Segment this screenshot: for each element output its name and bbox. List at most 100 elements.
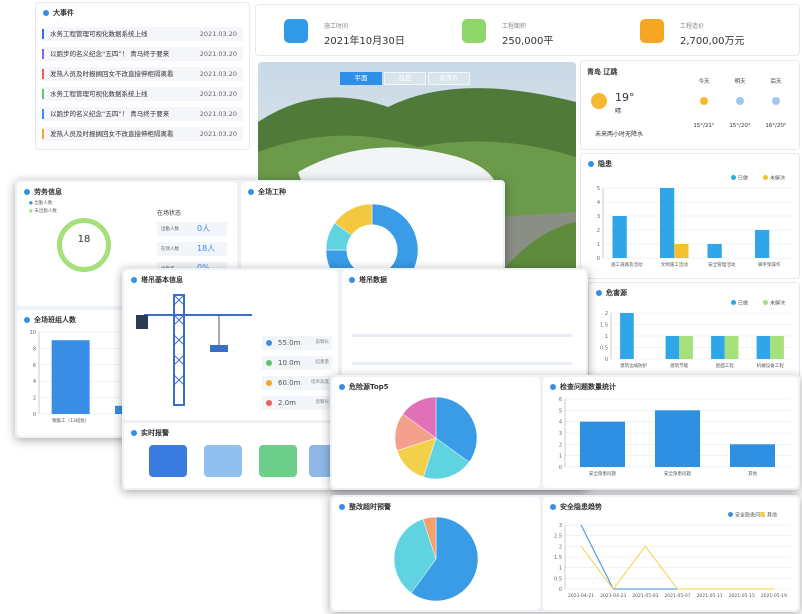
alarm-button[interactable] bbox=[149, 445, 187, 477]
top5-chart bbox=[394, 396, 478, 480]
legend-label: 已做 bbox=[738, 300, 748, 307]
event-text: 以跑步的名义纪念“五四”！ 青马终于要来 bbox=[50, 50, 170, 58]
chart-title: 安全隐患趋势 bbox=[543, 497, 798, 517]
x-tick-label: 2021-05-15 bbox=[729, 593, 755, 599]
reading-value: 55.0m bbox=[278, 339, 301, 347]
reading: 10.0m 起重量 bbox=[262, 356, 332, 370]
hazard-panel: 隐患 0 1 2 3 4 5 施工道路及活动 文明施工活动 安全管理活动 脚手架操作 已做 未解决 bbox=[580, 153, 800, 279]
stat-label: 工程造价 bbox=[680, 23, 705, 30]
x-tick-label: 其他 bbox=[748, 470, 757, 477]
tab[interactable]: 监控 bbox=[384, 72, 426, 85]
chart-title: 全场班组人数 bbox=[17, 310, 237, 330]
pie-slice bbox=[393, 518, 437, 594]
crane-title: 塔吊基本信息 bbox=[124, 270, 338, 290]
bar bbox=[674, 244, 689, 258]
pie-slice bbox=[402, 396, 437, 439]
y-tick-label: 2 bbox=[559, 544, 562, 550]
event-text: 水务工程管理可视化数据系统上线 bbox=[50, 30, 148, 38]
pie-slice bbox=[422, 516, 437, 560]
x-tick-label: 建筑边坡防护 bbox=[620, 362, 647, 369]
bar bbox=[612, 216, 627, 258]
event-date: 2021.03.20 bbox=[199, 130, 237, 138]
overdue-panel: 整改超时预警 bbox=[332, 497, 540, 610]
bar bbox=[665, 336, 680, 359]
day-icon bbox=[700, 97, 708, 105]
y-tick-label: 3 bbox=[559, 523, 562, 529]
reading-icon bbox=[266, 380, 272, 386]
reading-icon bbox=[266, 360, 272, 366]
legend-label: 未解决 bbox=[770, 300, 785, 307]
status-label: 出勤人数 bbox=[161, 227, 179, 232]
y-tick-label: 0.5 bbox=[600, 346, 608, 352]
legend-label: 未出勤人数 bbox=[34, 209, 57, 214]
legend-swatch bbox=[731, 175, 736, 180]
status-value: 0% bbox=[197, 263, 210, 272]
x-tick-label: 脚手架操作 bbox=[758, 261, 781, 268]
legend-label: 已做 bbox=[738, 175, 748, 182]
x-tick-label: 安全隐患问题 bbox=[664, 470, 691, 477]
x-tick-label: 屋面工程 bbox=[716, 362, 734, 369]
reading-value: 60.0m bbox=[278, 379, 301, 387]
day-name: 明天 bbox=[734, 79, 746, 85]
tab[interactable]: 平面 bbox=[340, 72, 382, 85]
issues-chart: 0 1 2 3 4 5 6 安全隐患问题 安全隐患问题 其他 bbox=[559, 397, 790, 477]
y-tick-label: 1 bbox=[597, 242, 600, 248]
y-tick-label: 2 bbox=[605, 311, 608, 317]
pie-slice bbox=[410, 516, 479, 602]
ring bbox=[57, 218, 111, 272]
event-text: 以跑步的名义纪念“五四”！ 青马终于要来 bbox=[50, 110, 170, 118]
danger-panel: 危害源 0 0.5 1 1.5 2 建筑边坡防护 建筑节能 屋面工程 机械设备工程 已做 未解决 bbox=[588, 282, 800, 378]
y-tick-label: 2 bbox=[597, 228, 600, 234]
y-tick-label: 0 bbox=[559, 587, 562, 593]
y-tick-label: 1.5 bbox=[600, 323, 608, 329]
issues-panel: 检查问题数量统计 0 1 2 3 4 5 6 安全隐患问题 安全隐患问题 其他 bbox=[543, 377, 798, 488]
event-item: 以跑步的名义纪念“五四”！ 青马终于要来 2021.03.20 bbox=[42, 107, 243, 121]
x-tick-label: 安全隐患问题 bbox=[589, 470, 616, 477]
total: 18 bbox=[77, 234, 91, 245]
bar bbox=[660, 188, 675, 258]
day-name: 后天 bbox=[770, 79, 782, 85]
event-marker bbox=[42, 89, 44, 99]
alarm-button[interactable] bbox=[259, 445, 297, 477]
y-tick-label: 4 bbox=[33, 379, 36, 385]
status-value: 18人 bbox=[197, 244, 216, 253]
bar bbox=[707, 244, 722, 258]
y-tick-label: 2 bbox=[559, 442, 562, 448]
legend-swatch bbox=[763, 175, 768, 180]
y-tick-label: 0 bbox=[559, 465, 562, 471]
y-tick-label: 6 bbox=[33, 363, 36, 369]
y-tick-label: 1 bbox=[605, 334, 608, 340]
event-marker bbox=[42, 109, 44, 119]
bar bbox=[724, 336, 739, 359]
y-tick-label: 1 bbox=[559, 566, 562, 572]
status-title: 在场状态 bbox=[157, 210, 182, 217]
day-range: 16°/20° bbox=[765, 123, 787, 129]
chart-title: 危害源 bbox=[589, 283, 799, 303]
overdue-chart bbox=[393, 516, 479, 602]
event-date: 2021.03.20 bbox=[199, 110, 237, 118]
weather-panel: 青岛 辽跳 19° 晴 未来两小时无降水 今天 15°/21° 明天 15°/20° 后… bbox=[580, 60, 800, 150]
legend-swatch bbox=[728, 512, 733, 517]
check-card: 危险源Top5 检查问题数量统计 0 1 2 3 4 5 6 安全隐患问题 安全隐患问题 其他 bbox=[330, 375, 800, 490]
tab[interactable]: 宣传片 bbox=[428, 72, 470, 85]
reading: 2.0m 后臂长 bbox=[262, 396, 332, 410]
labor-title: 劳务信息 bbox=[17, 182, 237, 202]
event-date: 2021.03.20 bbox=[199, 50, 237, 58]
alarm-button[interactable] bbox=[204, 445, 242, 477]
icon-area bbox=[462, 19, 486, 43]
line bbox=[580, 545, 774, 590]
legend-item: ● 出勤人数 bbox=[29, 201, 53, 206]
chart-title: 整改超时预警 bbox=[332, 497, 540, 517]
event-marker bbox=[42, 129, 44, 139]
legend-label: 未解决 bbox=[770, 175, 785, 182]
stat-label: 工程面积 bbox=[502, 23, 527, 30]
reading-label: 后臂长 bbox=[315, 400, 330, 405]
events-panel: 大事件 水务工程管理可视化数据系统上线 2021.03.20 以跑步的名义纪念“五四… bbox=[35, 2, 250, 150]
bar bbox=[51, 340, 90, 414]
day-icon bbox=[772, 97, 780, 105]
event-text: 发热人员及时报搁回女不改直接伸柜隔离看 bbox=[50, 130, 174, 138]
y-tick-label: 2.5 bbox=[554, 534, 562, 540]
y-tick-label: 2 bbox=[33, 396, 36, 402]
y-tick-label: 6 bbox=[559, 397, 562, 403]
stat-label: 施工时间 bbox=[324, 23, 349, 30]
